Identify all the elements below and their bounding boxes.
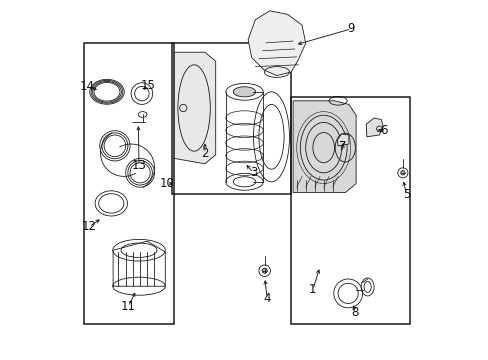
Ellipse shape (233, 87, 255, 97)
Bar (291, 97, 409, 324)
Circle shape (400, 171, 404, 175)
Text: 2: 2 (201, 147, 208, 159)
Text: 15: 15 (140, 79, 155, 92)
Text: 1: 1 (308, 283, 316, 296)
Polygon shape (366, 118, 382, 137)
Text: 6: 6 (380, 124, 387, 137)
Bar (172, 43, 291, 194)
Circle shape (262, 268, 266, 273)
Text: 10: 10 (160, 177, 174, 190)
Text: 8: 8 (351, 306, 358, 319)
Polygon shape (292, 101, 355, 193)
Text: 14: 14 (80, 80, 95, 93)
Text: 12: 12 (81, 220, 96, 233)
Bar (84, 43, 174, 324)
Text: 3: 3 (249, 166, 257, 179)
Text: 7: 7 (338, 140, 346, 153)
Polygon shape (337, 134, 348, 146)
Text: 4: 4 (263, 292, 270, 305)
Polygon shape (247, 11, 305, 76)
Text: 9: 9 (347, 22, 354, 35)
Text: 5: 5 (402, 188, 409, 201)
Text: 13: 13 (131, 159, 146, 172)
Text: 11: 11 (121, 300, 136, 313)
Polygon shape (174, 52, 215, 164)
